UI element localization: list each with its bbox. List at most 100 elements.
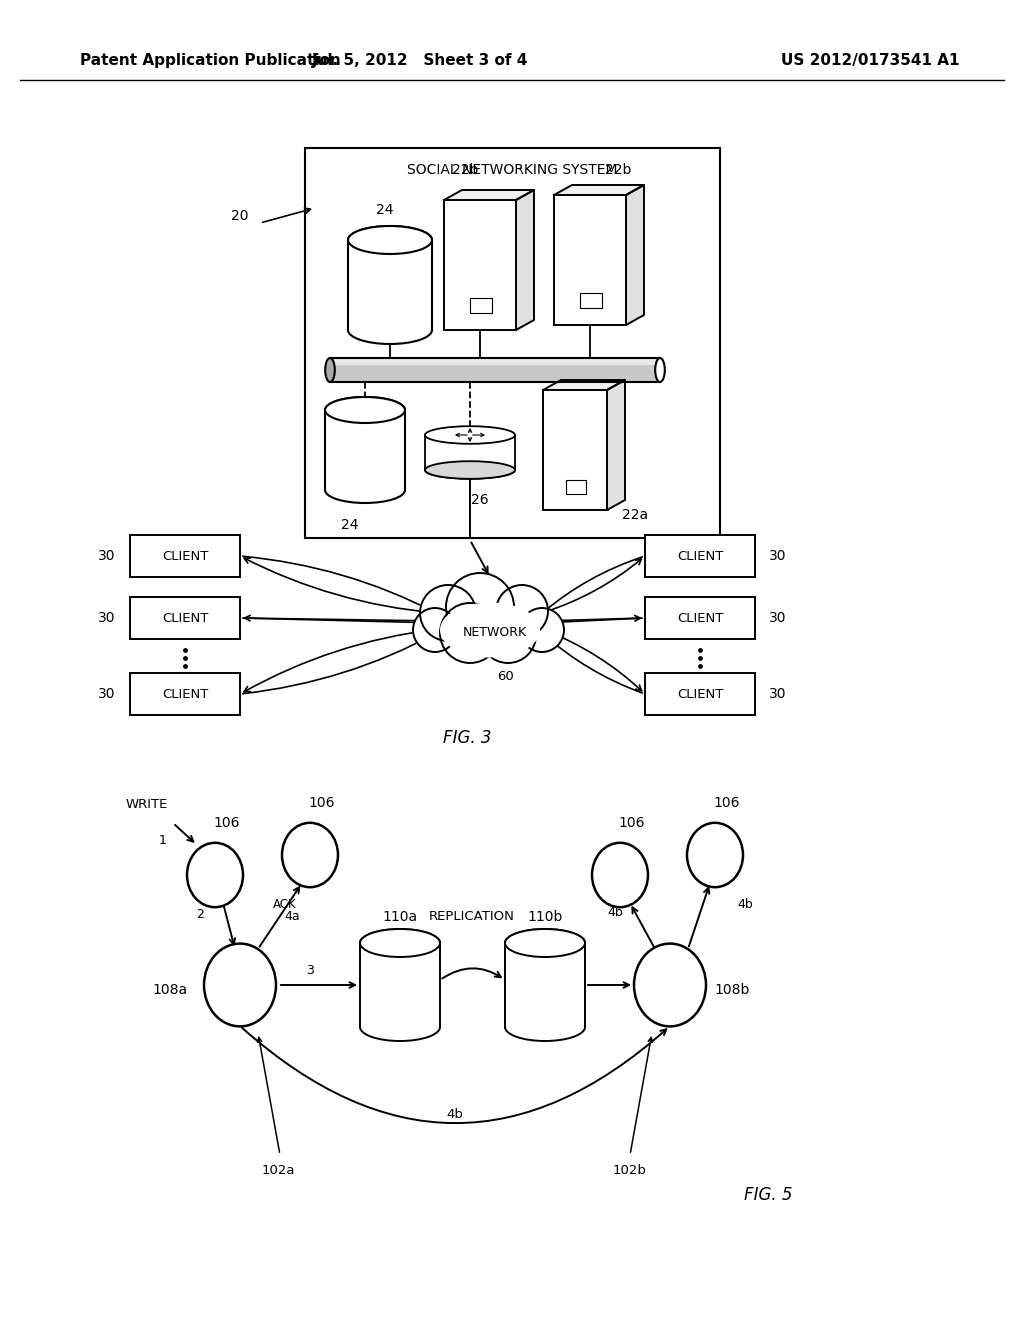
Bar: [554, 195, 626, 325]
Polygon shape: [444, 190, 534, 201]
Text: CLIENT: CLIENT: [677, 549, 723, 562]
Ellipse shape: [326, 358, 335, 381]
Polygon shape: [607, 380, 625, 510]
Text: FIG. 5: FIG. 5: [743, 1185, 793, 1204]
Bar: [470, 297, 492, 313]
Text: 4b: 4b: [737, 899, 753, 912]
Ellipse shape: [360, 929, 440, 957]
Text: NETWORK: NETWORK: [463, 627, 527, 639]
Text: 30: 30: [769, 549, 786, 564]
Text: 108b: 108b: [715, 983, 750, 997]
Ellipse shape: [655, 358, 665, 381]
Text: 30: 30: [98, 549, 116, 564]
Bar: [566, 480, 586, 495]
Circle shape: [496, 585, 548, 638]
Text: 20: 20: [231, 209, 249, 223]
Circle shape: [413, 609, 457, 652]
Text: 102b: 102b: [613, 1163, 647, 1176]
Ellipse shape: [187, 842, 243, 907]
Text: 60: 60: [497, 671, 513, 684]
Polygon shape: [554, 185, 644, 195]
Bar: [305, 148, 720, 539]
Text: SOCIAL NETWORKING SYSTEM: SOCIAL NETWORKING SYSTEM: [408, 162, 617, 177]
Ellipse shape: [325, 397, 406, 422]
Text: REPLICATION: REPLICATION: [429, 911, 515, 924]
Ellipse shape: [440, 602, 540, 657]
Text: 22a: 22a: [622, 508, 648, 521]
Text: 1: 1: [159, 833, 167, 846]
Ellipse shape: [687, 822, 743, 887]
Text: 4b: 4b: [446, 1109, 464, 1122]
Polygon shape: [516, 190, 534, 330]
Text: 30: 30: [98, 686, 116, 701]
Text: US 2012/0173541 A1: US 2012/0173541 A1: [780, 53, 959, 67]
Text: 22b: 22b: [452, 162, 478, 177]
Circle shape: [480, 607, 536, 663]
Text: 102a: 102a: [261, 1163, 295, 1176]
Bar: [360, 942, 440, 1027]
Ellipse shape: [634, 944, 706, 1027]
Text: 30: 30: [769, 686, 786, 701]
Text: 30: 30: [769, 611, 786, 624]
Ellipse shape: [325, 477, 406, 503]
Text: 108a: 108a: [153, 983, 187, 997]
Text: CLIENT: CLIENT: [162, 688, 208, 701]
Bar: [130, 597, 240, 639]
Text: 106: 106: [309, 796, 335, 810]
Text: Jul. 5, 2012   Sheet 3 of 4: Jul. 5, 2012 Sheet 3 of 4: [312, 53, 528, 67]
Ellipse shape: [204, 944, 276, 1027]
Bar: [543, 389, 608, 510]
Bar: [130, 535, 240, 577]
Text: CLIENT: CLIENT: [677, 611, 723, 624]
Circle shape: [446, 573, 514, 642]
Bar: [325, 411, 406, 490]
Bar: [330, 358, 660, 381]
Bar: [325, 411, 406, 490]
Text: 110a: 110a: [382, 909, 418, 924]
Ellipse shape: [348, 226, 432, 253]
Ellipse shape: [425, 426, 515, 444]
Bar: [330, 358, 660, 366]
Bar: [444, 201, 516, 330]
Ellipse shape: [592, 842, 648, 907]
Polygon shape: [626, 185, 644, 325]
Circle shape: [520, 609, 564, 652]
Text: ACK: ACK: [273, 899, 297, 912]
Ellipse shape: [505, 929, 585, 957]
Text: WRITE: WRITE: [126, 799, 168, 812]
Text: 110b: 110b: [527, 909, 562, 924]
Bar: [580, 293, 602, 308]
Ellipse shape: [505, 1012, 585, 1041]
Bar: [130, 673, 240, 715]
Text: 2: 2: [196, 908, 204, 921]
Ellipse shape: [505, 929, 585, 957]
Ellipse shape: [360, 1012, 440, 1041]
Ellipse shape: [325, 397, 406, 422]
Circle shape: [420, 585, 476, 642]
Text: 4a: 4a: [285, 911, 300, 924]
Text: 106: 106: [618, 816, 645, 830]
Ellipse shape: [425, 461, 515, 479]
Bar: [645, 535, 755, 577]
Bar: [348, 240, 432, 330]
Polygon shape: [543, 380, 625, 389]
Text: 24: 24: [341, 517, 358, 532]
Text: CLIENT: CLIENT: [162, 549, 208, 562]
Text: FIG. 3: FIG. 3: [442, 729, 492, 747]
Ellipse shape: [425, 461, 515, 479]
Text: CLIENT: CLIENT: [677, 688, 723, 701]
Text: 24: 24: [376, 203, 394, 216]
Bar: [645, 597, 755, 639]
Text: 26: 26: [471, 492, 488, 507]
Text: 30: 30: [98, 611, 116, 624]
Ellipse shape: [282, 822, 338, 887]
Ellipse shape: [348, 315, 432, 345]
Circle shape: [440, 603, 500, 663]
Bar: [505, 942, 585, 1027]
Text: 4b: 4b: [607, 907, 623, 920]
Ellipse shape: [348, 226, 432, 253]
Ellipse shape: [425, 585, 555, 665]
Text: 106: 106: [214, 816, 241, 830]
Bar: [348, 240, 432, 330]
Bar: [360, 942, 440, 1027]
